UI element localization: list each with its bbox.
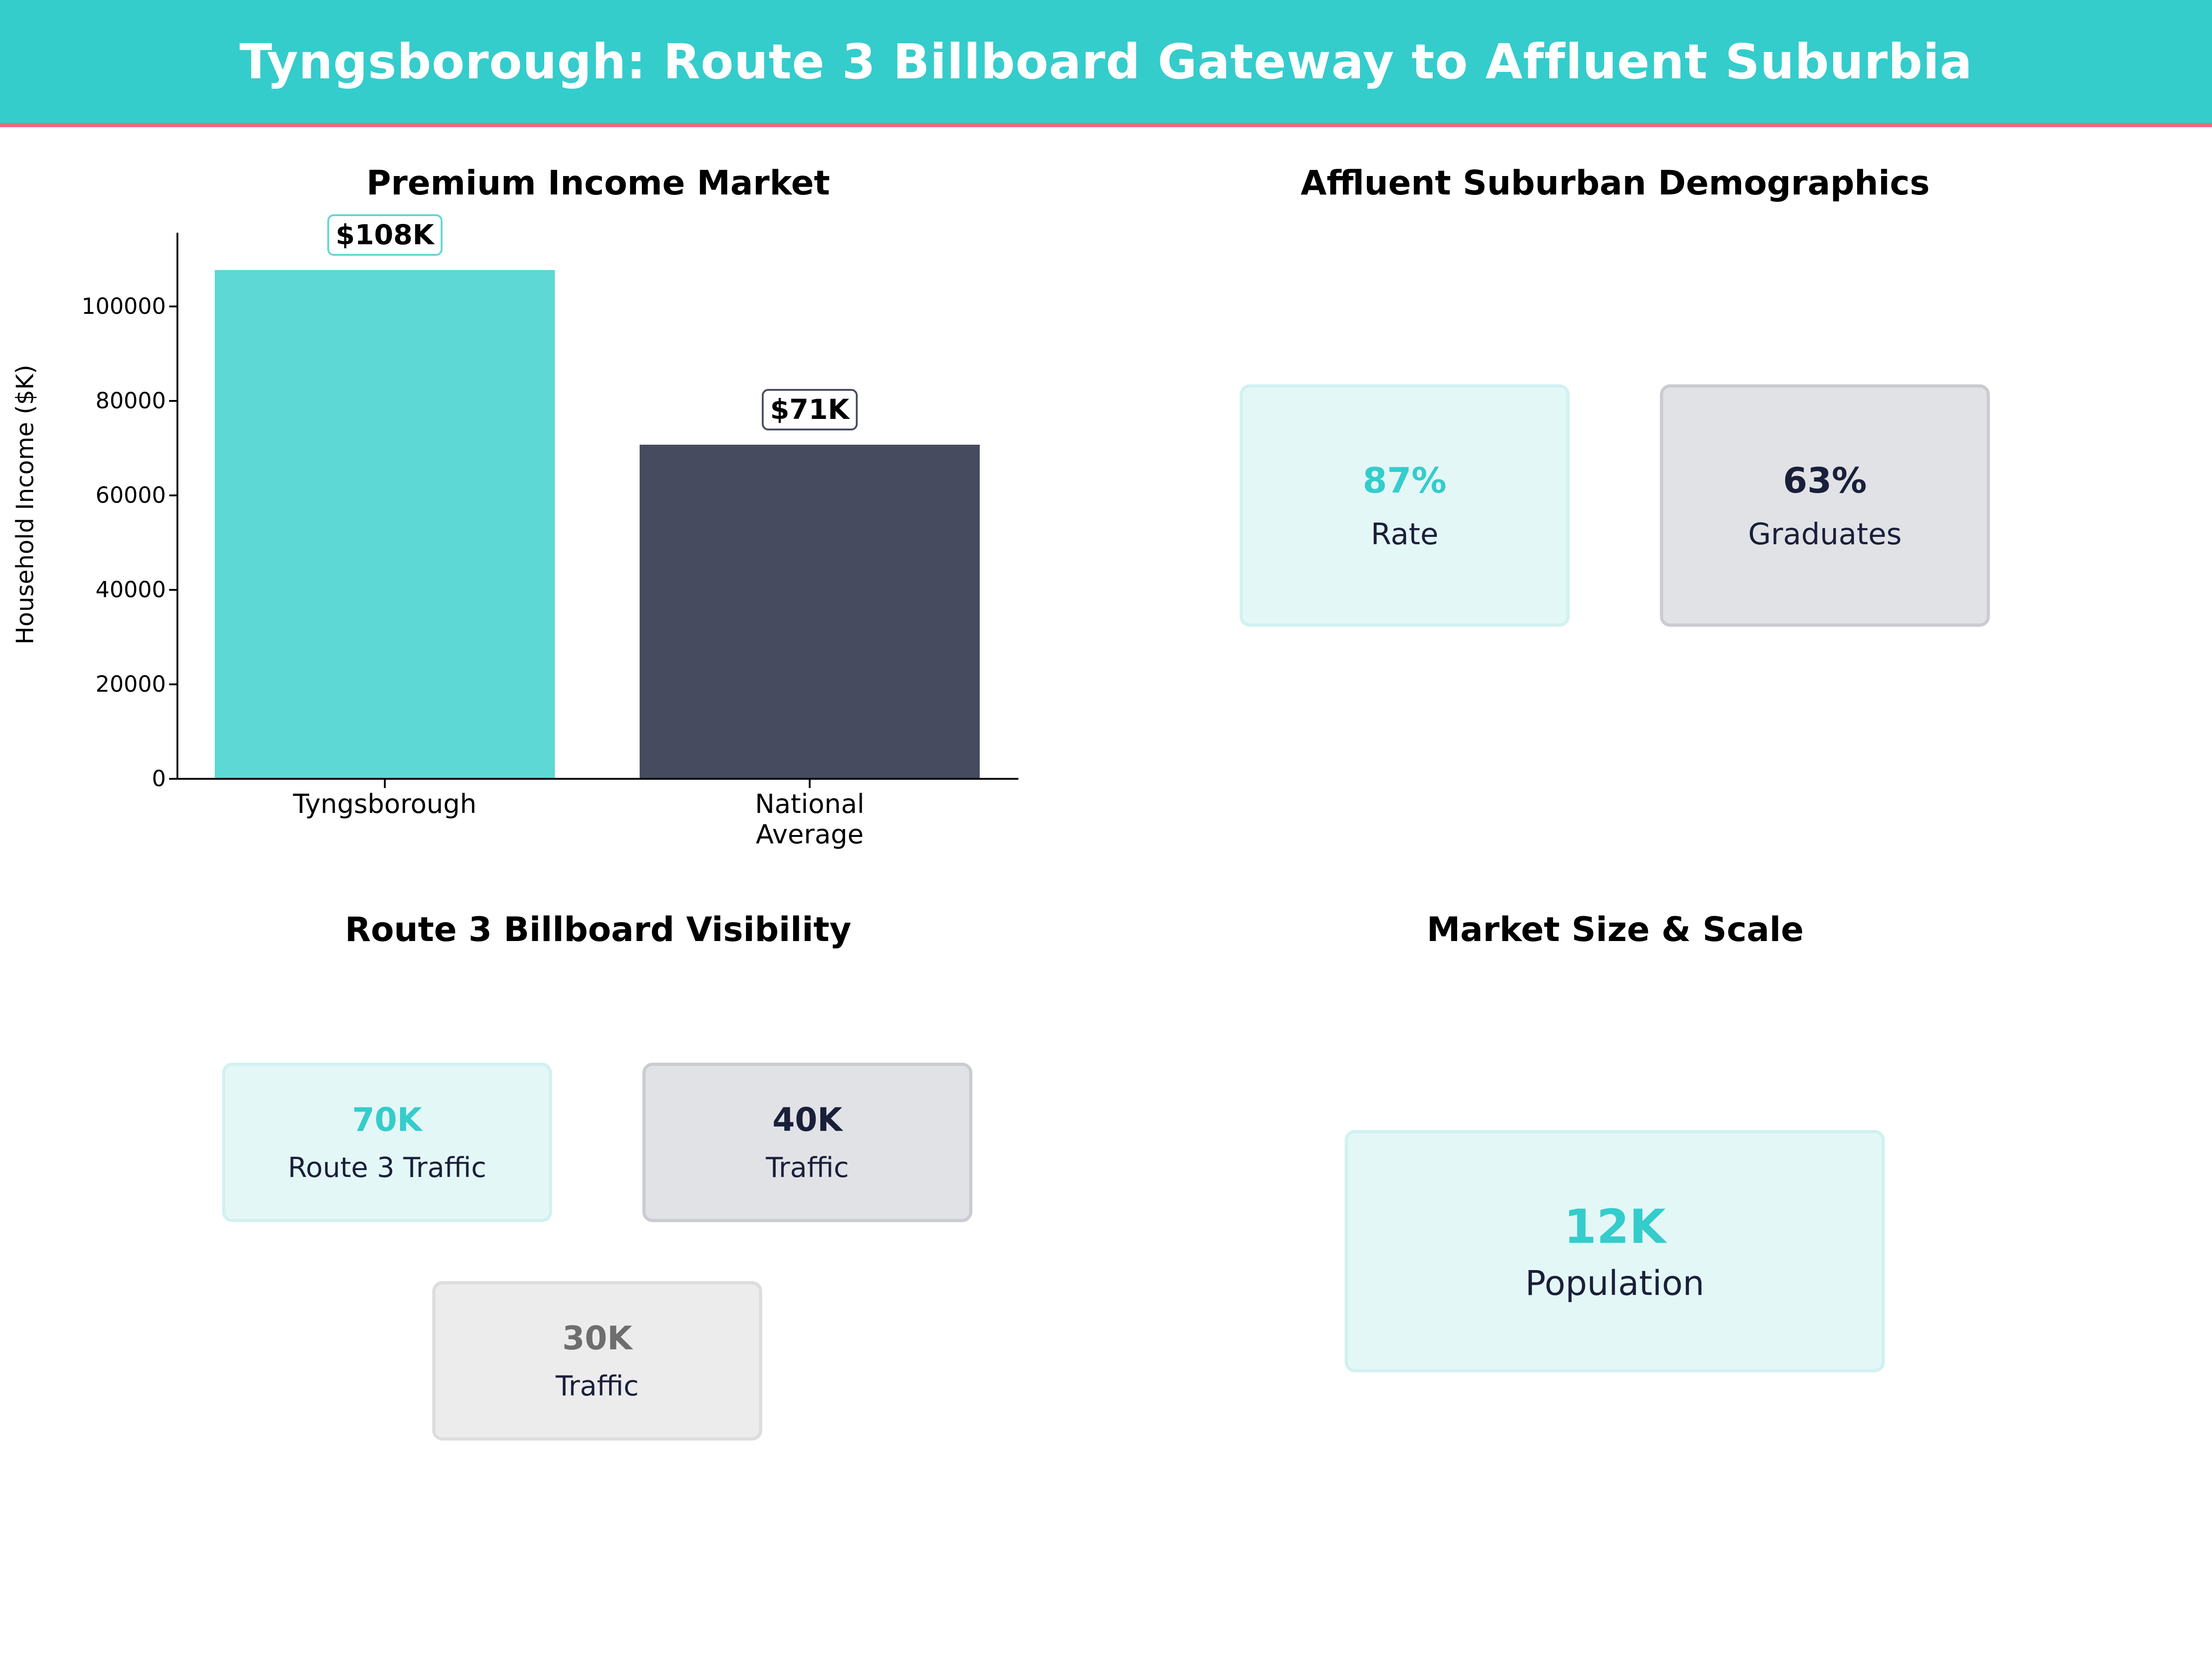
stat-label: Traffic	[765, 1152, 849, 1184]
y-tick-mark	[169, 683, 177, 685]
demographics-panel-title: Affluent Suburban Demographics	[1300, 164, 1930, 203]
visibility-panel-title: Route 3 Billboard Visibility	[345, 910, 852, 949]
y-tick-mark	[169, 778, 177, 780]
x-tick-label: Tyngsborough	[293, 789, 477, 819]
stat-value: 87%	[1363, 459, 1447, 501]
stat-label: Route 3 Traffic	[288, 1152, 487, 1184]
stat-card-graduates: 63% Graduates	[1660, 384, 1990, 627]
bar-tyngsborough	[215, 270, 555, 778]
y-tick-mark	[169, 306, 177, 307]
stat-value: 12K	[1564, 1199, 1666, 1254]
y-tick-mark	[169, 494, 177, 496]
stat-label: Population	[1525, 1263, 1705, 1303]
y-tick-mark	[169, 589, 177, 591]
x-tick-mark	[384, 780, 386, 788]
stat-card-population: 12K Population	[1345, 1130, 1885, 1372]
y-axis	[176, 233, 178, 780]
stat-value: 30K	[562, 1319, 632, 1357]
y-tick: 60000	[95, 482, 166, 508]
y-tick: 80000	[95, 388, 166, 414]
stat-label: Graduates	[1748, 517, 1902, 552]
stat-label: Traffic	[555, 1370, 639, 1402]
stat-card-traffic-30k: 30K Traffic	[432, 1281, 762, 1441]
stat-card-route3-traffic: 70K Route 3 Traffic	[222, 1063, 552, 1222]
y-tick-mark	[169, 400, 177, 402]
stat-value: 70K	[352, 1101, 422, 1139]
stat-value: 40K	[772, 1101, 842, 1139]
bar-national-average	[640, 445, 980, 778]
x-tick-label: National Average	[694, 789, 925, 850]
stat-value: 63%	[1783, 459, 1867, 501]
income-panel-title: Premium Income Market	[366, 164, 830, 203]
value-label-national-average: $71K	[762, 389, 858, 430]
y-tick: 20000	[95, 671, 166, 697]
x-tick-mark	[809, 780, 811, 788]
header-banner: Tyngsborough: Route 3 Billboard Gateway …	[0, 0, 2212, 127]
x-axis	[176, 778, 1018, 780]
x-tick-label-line: National	[755, 789, 865, 819]
y-tick: 0	[152, 766, 166, 792]
page-title: Tyngsborough: Route 3 Billboard Gateway …	[239, 33, 1973, 90]
stat-card-traffic-40k: 40K Traffic	[642, 1063, 972, 1222]
stat-label: Rate	[1371, 517, 1439, 552]
market-panel-title: Market Size & Scale	[1426, 910, 1804, 949]
stat-card-rate: 87% Rate	[1240, 384, 1570, 627]
value-label-tyngsborough: $108K	[327, 214, 442, 256]
y-tick: 100000	[81, 294, 166, 319]
y-tick: 40000	[95, 577, 166, 603]
x-tick-label-line: Average	[755, 819, 864, 850]
